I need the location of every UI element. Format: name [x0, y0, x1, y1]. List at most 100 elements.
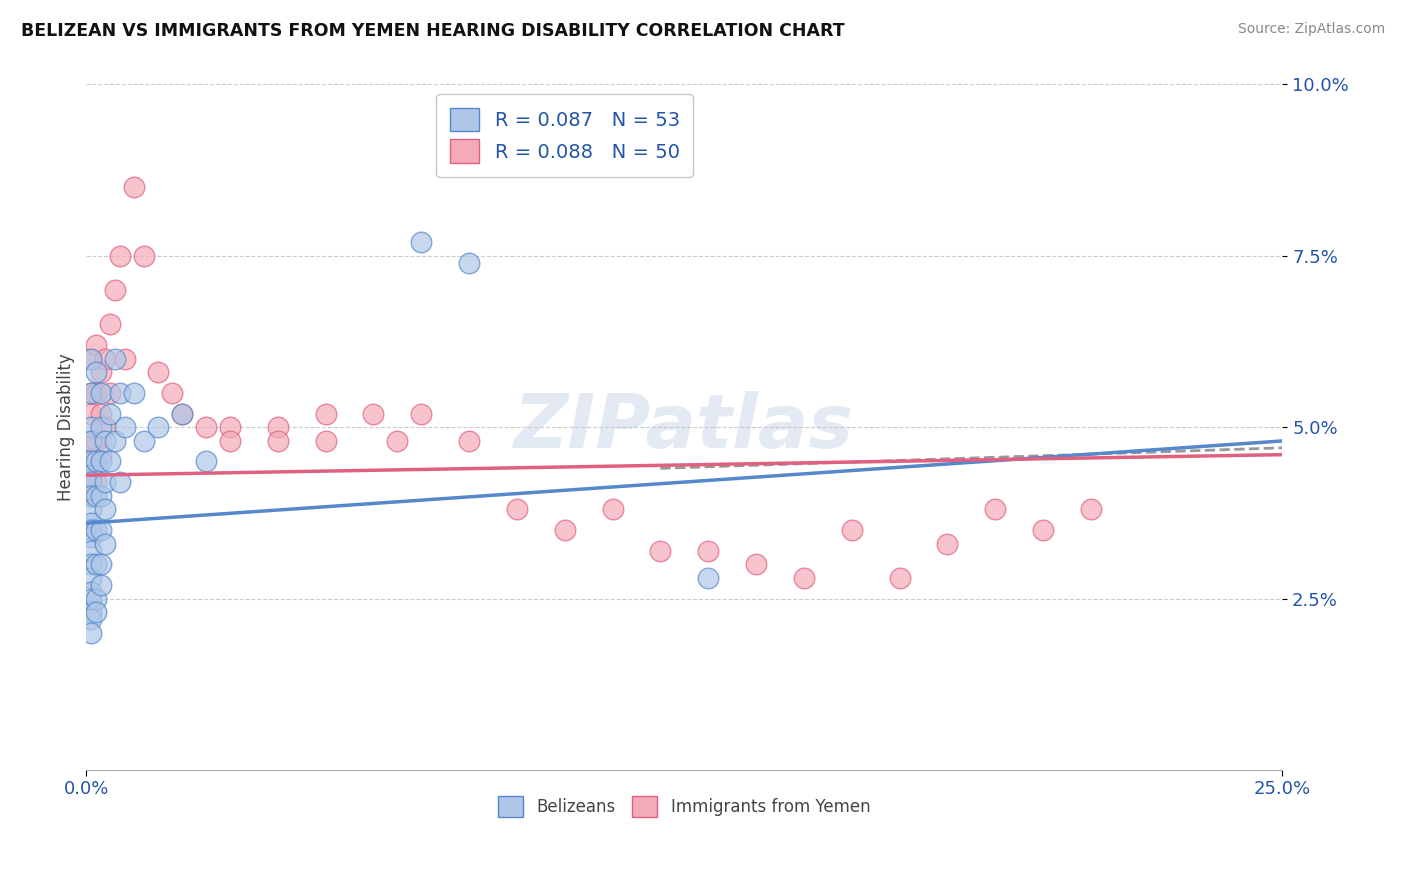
- Point: [80, 454, 103, 468]
- Point: [108, 386, 131, 401]
- Point: [554, 523, 576, 537]
- Point: [84, 365, 107, 379]
- Point: [114, 420, 136, 434]
- Point: [387, 434, 409, 448]
- Legend: Belizeans, Immigrants from Yemen: Belizeans, Immigrants from Yemen: [492, 789, 877, 823]
- Point: [889, 571, 911, 585]
- Point: [108, 475, 131, 489]
- Point: [90, 578, 112, 592]
- Point: [650, 543, 672, 558]
- Point: [80, 530, 103, 544]
- Point: [80, 407, 103, 421]
- Point: [194, 454, 217, 468]
- Point: [84, 605, 107, 619]
- Point: [84, 434, 107, 448]
- Point: [266, 420, 288, 434]
- Point: [458, 255, 481, 269]
- Point: [218, 434, 240, 448]
- Point: [80, 591, 103, 606]
- Point: [132, 249, 155, 263]
- Point: [80, 489, 103, 503]
- Point: [80, 558, 103, 572]
- Point: [90, 454, 112, 468]
- Point: [80, 386, 103, 401]
- Point: [104, 351, 127, 366]
- Point: [315, 434, 337, 448]
- Point: [194, 420, 217, 434]
- Point: [90, 489, 112, 503]
- Point: [98, 407, 121, 421]
- Point: [697, 543, 720, 558]
- Point: [98, 318, 121, 332]
- Point: [122, 180, 145, 194]
- Point: [170, 407, 193, 421]
- Point: [218, 420, 240, 434]
- Point: [984, 502, 1007, 516]
- Point: [411, 235, 433, 249]
- Y-axis label: Hearing Disability: Hearing Disability: [58, 353, 75, 501]
- Point: [80, 434, 103, 448]
- Point: [80, 612, 103, 626]
- Point: [80, 543, 103, 558]
- Point: [745, 558, 768, 572]
- Point: [84, 454, 107, 468]
- Point: [266, 434, 288, 448]
- Point: [80, 351, 103, 366]
- Point: [94, 351, 117, 366]
- Point: [80, 489, 103, 503]
- Point: [80, 475, 103, 489]
- Point: [793, 571, 815, 585]
- Point: [84, 523, 107, 537]
- Point: [458, 434, 481, 448]
- Point: [114, 351, 136, 366]
- Point: [90, 386, 112, 401]
- Point: [104, 283, 127, 297]
- Point: [80, 605, 103, 619]
- Point: [98, 454, 121, 468]
- Point: [80, 454, 103, 468]
- Point: [90, 523, 112, 537]
- Text: ZIPatlas: ZIPatlas: [515, 391, 855, 464]
- Point: [697, 571, 720, 585]
- Point: [80, 420, 103, 434]
- Point: [1080, 502, 1102, 516]
- Point: [80, 502, 103, 516]
- Point: [80, 571, 103, 585]
- Point: [84, 489, 107, 503]
- Point: [84, 338, 107, 352]
- Text: Source: ZipAtlas.com: Source: ZipAtlas.com: [1237, 22, 1385, 37]
- Point: [80, 386, 103, 401]
- Point: [315, 407, 337, 421]
- Point: [94, 537, 117, 551]
- Text: BELIZEAN VS IMMIGRANTS FROM YEMEN HEARING DISABILITY CORRELATION CHART: BELIZEAN VS IMMIGRANTS FROM YEMEN HEARIN…: [21, 22, 845, 40]
- Point: [94, 502, 117, 516]
- Point: [841, 523, 863, 537]
- Point: [84, 558, 107, 572]
- Point: [90, 407, 112, 421]
- Point: [84, 591, 107, 606]
- Point: [80, 584, 103, 599]
- Point: [1032, 523, 1054, 537]
- Point: [94, 420, 117, 434]
- Point: [170, 407, 193, 421]
- Point: [80, 516, 103, 531]
- Point: [80, 434, 103, 448]
- Point: [94, 434, 117, 448]
- Point: [936, 537, 959, 551]
- Point: [90, 420, 112, 434]
- Point: [90, 365, 112, 379]
- Point: [94, 475, 117, 489]
- Point: [80, 626, 103, 640]
- Point: [108, 249, 131, 263]
- Point: [132, 434, 155, 448]
- Point: [411, 407, 433, 421]
- Point: [80, 468, 103, 483]
- Point: [104, 434, 127, 448]
- Point: [363, 407, 385, 421]
- Point: [146, 420, 169, 434]
- Point: [84, 386, 107, 401]
- Point: [146, 365, 169, 379]
- Point: [90, 558, 112, 572]
- Point: [84, 475, 107, 489]
- Point: [80, 351, 103, 366]
